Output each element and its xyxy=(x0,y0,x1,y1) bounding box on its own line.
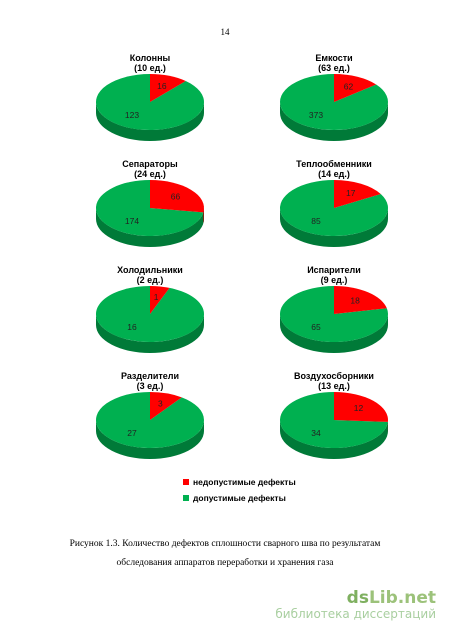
pie-slice-inadmissible xyxy=(150,180,205,213)
pie-slice-admissible xyxy=(95,74,204,131)
pie-chart-2: Сепараторы(24 ед.) 66 174 xyxy=(96,159,205,247)
pie-subtitle: (9 ед.) xyxy=(321,275,348,285)
pie-title: Колонны xyxy=(130,53,171,63)
pie-side-wall xyxy=(96,102,204,141)
pie-label-inadmissible: 18 xyxy=(350,296,360,306)
pie-slice-admissible xyxy=(280,180,389,237)
watermark-subtitle: библиотека диссертаций xyxy=(275,607,436,621)
pie-chart-1: Емкости(63 ед.) 62 373 xyxy=(279,53,388,141)
pie-label-admissible: 16 xyxy=(127,322,137,332)
legend-swatch-green xyxy=(183,495,189,501)
legend-label-admissible: допустимые дефекты xyxy=(193,493,286,503)
pie-side-wall xyxy=(280,314,388,353)
pie-chart-6: Разделители(3 ед.) 3 27 xyxy=(96,371,205,459)
pie-slice-inadmissible xyxy=(334,180,381,208)
pie-title: Сепараторы xyxy=(122,159,178,169)
pie-slice-admissible xyxy=(96,392,205,448)
pie-slice-inadmissible xyxy=(150,74,186,102)
pie-slice-inadmissible xyxy=(334,286,387,314)
pie-title: Емкости xyxy=(315,53,352,63)
pie-slice-inadmissible xyxy=(150,392,182,420)
pie-side-wall xyxy=(96,420,204,459)
pie-side-wall xyxy=(280,102,388,141)
pie-slice-inadmissible xyxy=(334,392,388,422)
pie-chart-0: Колонны(10 ед.) 16 123 xyxy=(95,53,204,141)
pie-title: Холодильники xyxy=(117,265,183,275)
legend-label-inadmissible: недопустимые дефекты xyxy=(193,477,296,487)
pie-chart-3: Теплообменники(14 ед.) 17 85 xyxy=(280,159,389,247)
pie-slice-inadmissible xyxy=(334,74,377,102)
pie-slice-admissible xyxy=(96,286,205,343)
caption-line-2: обследования аппаратов переработки и хра… xyxy=(116,558,334,568)
pie-chart-7: Воздухосборники(13 ед.) 12 34 xyxy=(280,371,388,459)
legend-item-admissible: допустимые дефекты xyxy=(183,490,296,506)
pie-title: Теплообменники xyxy=(296,159,372,169)
pie-label-admissible: 34 xyxy=(311,428,321,438)
pie-label-admissible: 27 xyxy=(127,428,137,438)
page-number: 14 xyxy=(220,27,230,37)
pie-slice-admissible xyxy=(96,180,204,237)
caption-line-1: Рисунок 1.3. Количество дефектов сплошно… xyxy=(69,539,381,549)
legend-item-inadmissible: недопустимые дефекты xyxy=(183,474,296,490)
pie-label-admissible: 65 xyxy=(311,322,321,332)
pie-label-admissible: 123 xyxy=(125,110,139,120)
pie-title: Воздухосборники xyxy=(294,371,374,381)
pie-subtitle: (14 ед.) xyxy=(318,169,350,179)
pie-chart-5: Испарители(9 ед.) 18 65 xyxy=(280,265,389,353)
pie-title: Разделители xyxy=(121,371,179,381)
pie-label-inadmissible: 16 xyxy=(157,81,167,91)
pie-slice-admissible xyxy=(279,74,388,130)
pie-label-inadmissible: 3 xyxy=(158,398,163,408)
pie-label-admissible: 373 xyxy=(309,110,323,120)
pie-label-inadmissible: 1 xyxy=(154,292,159,302)
pie-side-wall xyxy=(280,420,388,459)
pie-label-admissible: 174 xyxy=(125,216,139,226)
pie-slice-inadmissible xyxy=(150,286,170,314)
watermark[interactable]: dsLib.net библиотека диссертаций xyxy=(275,589,436,622)
pie-subtitle: (24 ед.) xyxy=(134,169,166,179)
pie-subtitle: (10 ед.) xyxy=(134,63,166,73)
pie-side-wall xyxy=(96,208,204,247)
pie-label-inadmissible: 62 xyxy=(344,81,354,91)
pie-subtitle: (3 ед.) xyxy=(137,381,164,391)
pie-label-inadmissible: 17 xyxy=(346,188,356,198)
pie-side-wall xyxy=(280,208,388,247)
pie-title: Испарители xyxy=(307,265,361,275)
pie-side-wall-red xyxy=(203,208,204,224)
pie-label-inadmissible: 66 xyxy=(171,192,181,202)
legend-swatch-red xyxy=(183,479,189,485)
pie-subtitle: (13 ед.) xyxy=(318,381,350,391)
pie-side-wall xyxy=(96,314,204,353)
pie-subtitle: (63 ед.) xyxy=(318,63,350,73)
pie-label-inadmissible: 12 xyxy=(354,403,364,413)
chart-legend: недопустимые дефекты допустимые дефекты xyxy=(183,474,296,506)
pie-slice-admissible xyxy=(280,392,388,449)
pie-subtitle: (2 ед.) xyxy=(137,275,164,285)
watermark-logo: dsLib.net xyxy=(346,588,436,608)
pie-label-admissible: 85 xyxy=(311,216,321,226)
pie-chart-4: Холодильники(2 ед.) 1 16 xyxy=(96,265,205,353)
figure-caption: Рисунок 1.3. Количество дефектов сплошно… xyxy=(0,535,450,573)
